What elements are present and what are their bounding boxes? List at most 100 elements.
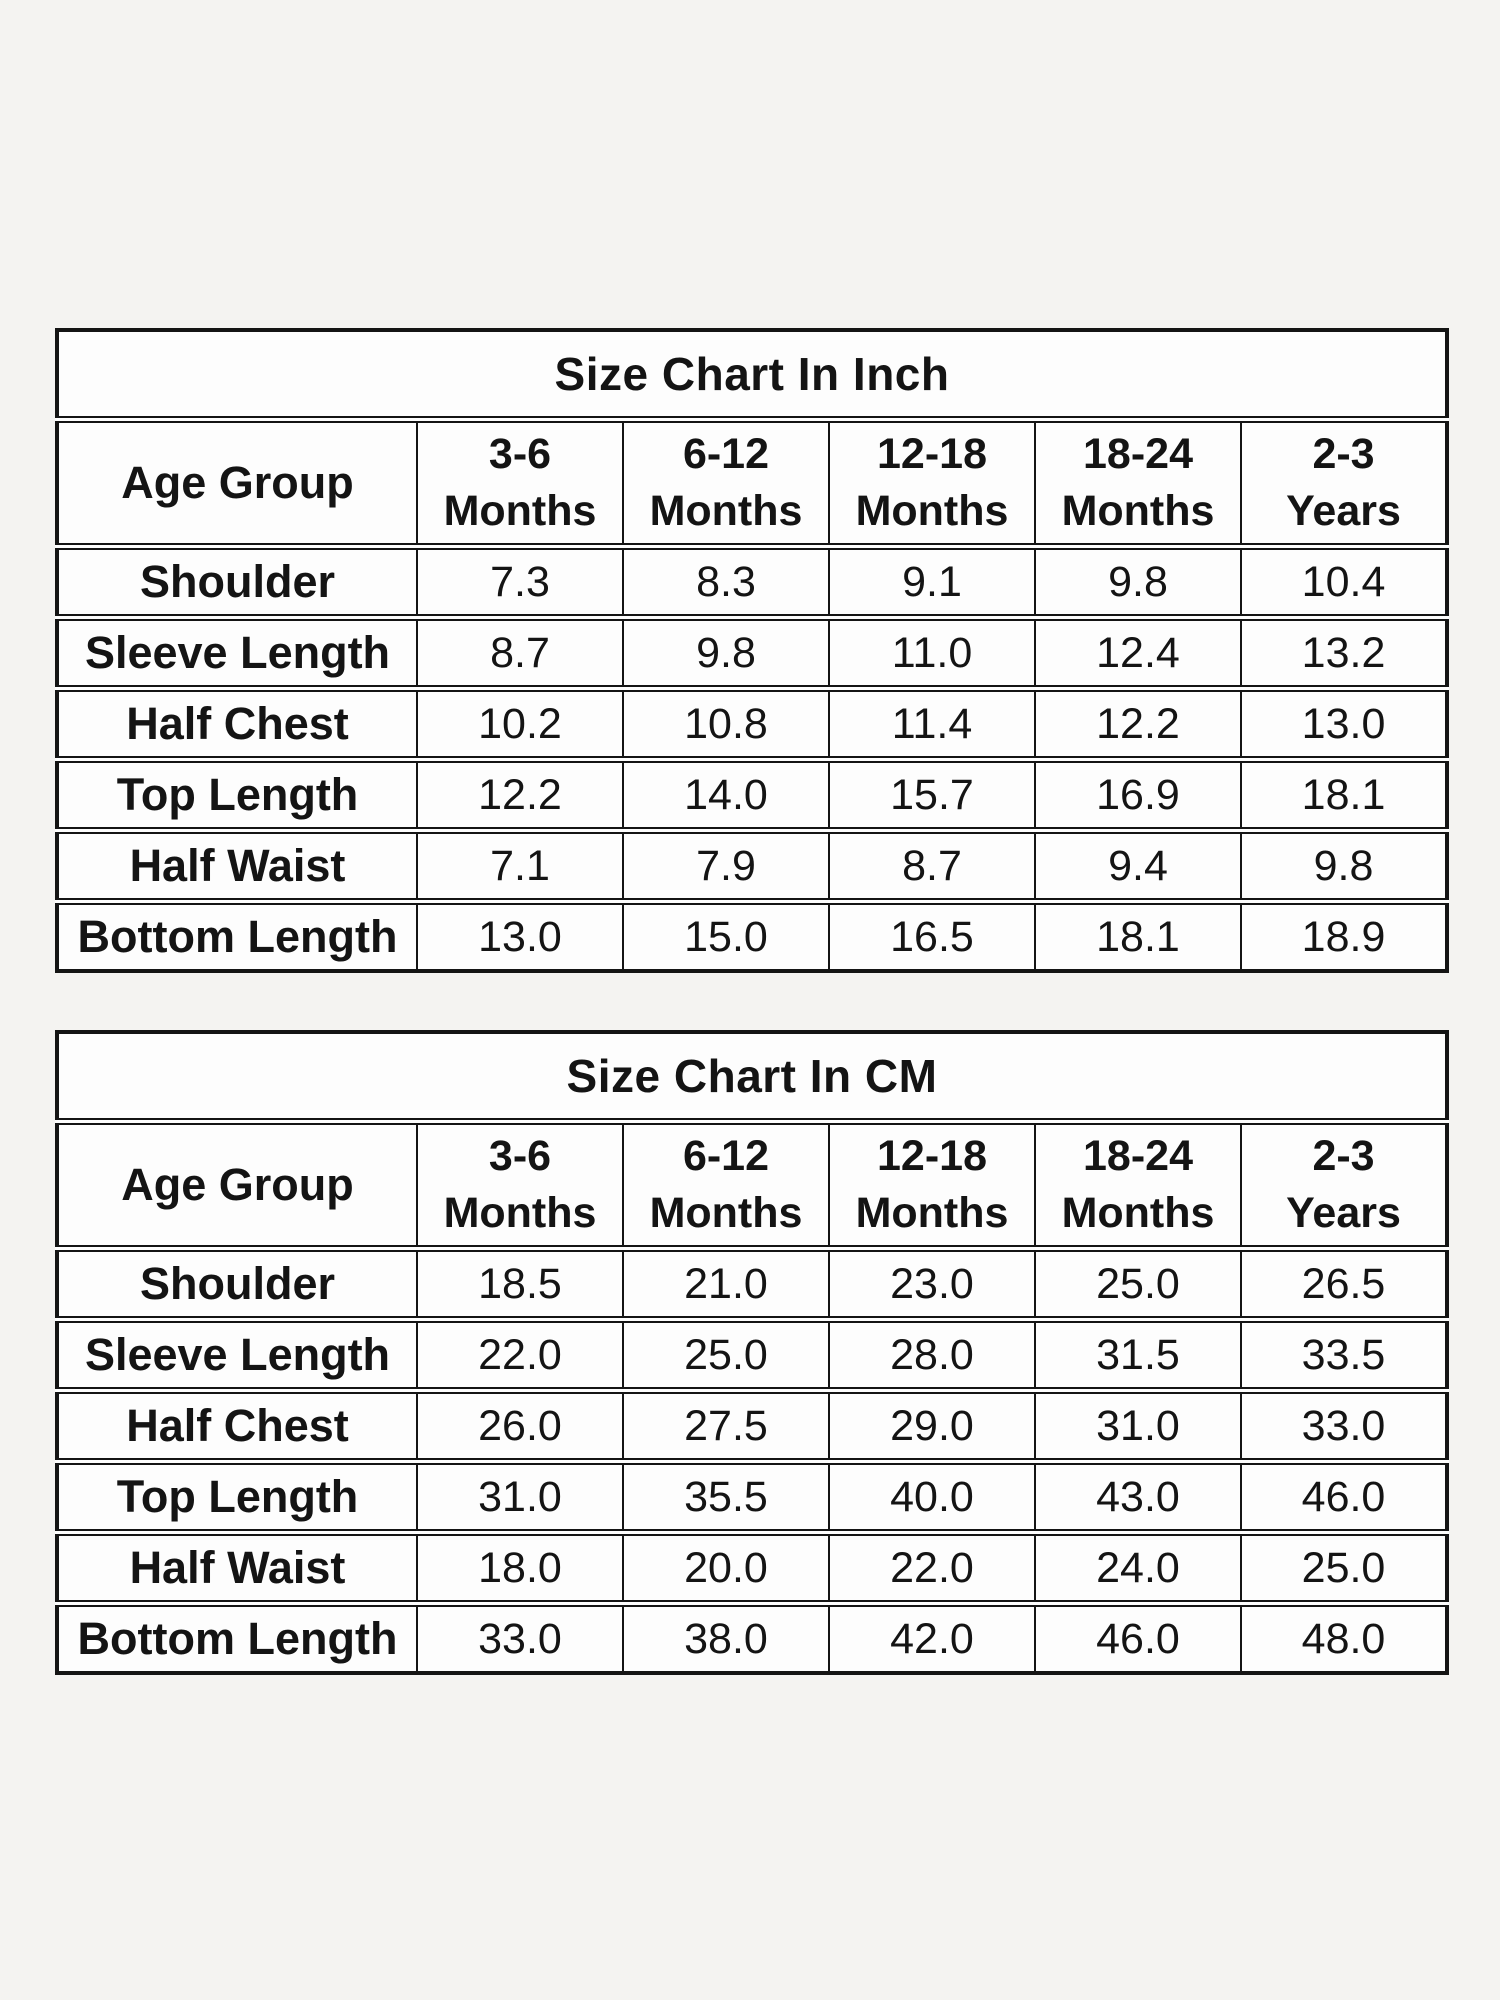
measurement-value: 16.9	[1034, 756, 1242, 831]
column-header: 12-18 Months	[828, 1118, 1036, 1249]
age-group-header: Age Group	[56, 1118, 418, 1249]
column-header: 12-18 Months	[828, 416, 1036, 547]
column-header: 3-6 Months	[416, 1118, 624, 1249]
measurement-value: 7.3	[416, 543, 624, 618]
measurement-value: 15.7	[828, 756, 1036, 831]
measurement-value: 11.4	[828, 685, 1036, 760]
measurement-value: 31.5	[1034, 1316, 1242, 1391]
column-header: 6-12 Months	[622, 1118, 830, 1249]
measurement-value: 29.0	[828, 1387, 1036, 1462]
measurement-label: Shoulder	[56, 543, 418, 618]
measurement-value: 46.0	[1239, 1458, 1449, 1533]
measurement-value: 8.7	[416, 614, 624, 689]
measurement-value: 33.0	[1239, 1387, 1449, 1462]
measurement-value: 14.0	[622, 756, 830, 831]
measurement-label: Half Chest	[56, 685, 418, 760]
measurement-value: 28.0	[828, 1316, 1036, 1391]
measurement-label: Top Length	[56, 1458, 418, 1533]
age-range: 12-18	[877, 1132, 987, 1180]
measurement-value: 18.1	[1034, 898, 1242, 971]
measurement-value: 11.0	[828, 614, 1036, 689]
age-unit: Months	[1061, 1189, 1215, 1237]
age-range: 2-3	[1312, 430, 1375, 478]
measurement-value: 26.5	[1239, 1245, 1449, 1320]
measurement-value: 35.5	[622, 1458, 830, 1533]
header-row: Age Group 3-6 Months 6-12 Months 12-18 M…	[56, 416, 1449, 547]
measurement-value: 31.0	[416, 1458, 624, 1533]
measurement-label: Top Length	[56, 756, 418, 831]
age-unit: Months	[855, 1189, 1009, 1237]
measurement-value: 8.3	[622, 543, 830, 618]
measurement-value: 24.0	[1034, 1529, 1242, 1604]
column-header: 3-6 Months	[416, 416, 624, 547]
age-unit: Years	[1286, 1189, 1401, 1237]
measurement-value: 18.5	[416, 1245, 624, 1320]
age-unit: Months	[649, 1189, 803, 1237]
age-range: 6-12	[682, 430, 770, 478]
table-row: Half Waist 18.0 20.0 22.0 24.0 25.0	[56, 1529, 1449, 1604]
measurement-value: 31.0	[1034, 1387, 1242, 1462]
measurement-value: 9.1	[828, 543, 1036, 618]
measurement-value: 13.0	[416, 898, 624, 971]
column-header: 18-24 Months	[1034, 416, 1242, 547]
table-title: Size Chart In Inch	[55, 330, 1449, 420]
measurement-value: 8.7	[828, 827, 1036, 902]
measurement-label: Shoulder	[56, 1245, 418, 1320]
measurement-value: 33.5	[1239, 1316, 1449, 1391]
measurement-value: 7.1	[416, 827, 624, 902]
table-row: Bottom Length 33.0 38.0 42.0 46.0 48.0	[56, 1600, 1449, 1673]
column-header: 18-24 Months	[1034, 1118, 1242, 1249]
measurement-value: 10.2	[416, 685, 624, 760]
measurement-value: 43.0	[1034, 1458, 1242, 1533]
measurement-label: Half Waist	[56, 827, 418, 902]
measurement-value: 46.0	[1034, 1600, 1242, 1673]
measurement-value: 13.0	[1239, 685, 1449, 760]
age-range: 3-6	[488, 1132, 552, 1180]
measurement-value: 9.8	[1034, 543, 1242, 618]
size-chart-cm-table: Size Chart In CM Age Group 3-6 Months 6-…	[55, 1030, 1450, 1675]
table-row: Half Waist 7.1 7.9 8.7 9.4 9.8	[56, 827, 1449, 902]
age-range: 18-24	[1083, 430, 1193, 478]
age-unit: Months	[1061, 487, 1215, 535]
title-row: Size Chart In CM	[55, 1032, 1449, 1122]
measurement-value: 12.2	[416, 756, 624, 831]
age-range: 3-6	[488, 430, 552, 478]
measurement-value: 38.0	[622, 1600, 830, 1673]
age-unit: Months	[649, 487, 803, 535]
table-row: Sleeve Length 8.7 9.8 11.0 12.4 13.2	[56, 614, 1449, 689]
age-range: 12-18	[877, 430, 987, 478]
column-header: 2-3 Years	[1239, 416, 1449, 547]
measurement-value: 40.0	[828, 1458, 1036, 1533]
age-unit: Months	[443, 487, 597, 535]
measurement-value: 25.0	[1239, 1529, 1449, 1604]
table-row: Top Length 12.2 14.0 15.7 16.9 18.1	[56, 756, 1449, 831]
table-row: Shoulder 18.5 21.0 23.0 25.0 26.5	[56, 1245, 1449, 1320]
measurement-label: Half Waist	[56, 1529, 418, 1604]
measurement-value: 22.0	[416, 1316, 624, 1391]
measurement-value: 13.2	[1239, 614, 1449, 689]
column-header: 2-3 Years	[1239, 1118, 1449, 1249]
measurement-value: 9.8	[1239, 827, 1449, 902]
measurement-value: 33.0	[416, 1600, 624, 1673]
table-row: Sleeve Length 22.0 25.0 28.0 31.5 33.5	[56, 1316, 1449, 1391]
measurement-value: 22.0	[828, 1529, 1036, 1604]
age-range: 18-24	[1083, 1132, 1193, 1180]
table-row: Top Length 31.0 35.5 40.0 43.0 46.0	[56, 1458, 1449, 1533]
measurement-value: 21.0	[622, 1245, 830, 1320]
measurement-value: 20.0	[622, 1529, 830, 1604]
measurement-value: 48.0	[1239, 1600, 1449, 1673]
measurement-label: Sleeve Length	[56, 614, 418, 689]
measurement-value: 18.0	[416, 1529, 624, 1604]
measurement-value: 16.5	[828, 898, 1036, 971]
age-unit: Months	[855, 487, 1009, 535]
measurement-value: 10.4	[1239, 543, 1449, 618]
age-range: 6-12	[682, 1132, 770, 1180]
measurement-value: 25.0	[622, 1316, 830, 1391]
age-unit: Years	[1286, 487, 1401, 535]
measurement-value: 18.1	[1239, 756, 1449, 831]
measurement-label: Half Chest	[56, 1387, 418, 1462]
measurement-value: 15.0	[622, 898, 830, 971]
measurement-label: Bottom Length	[56, 1600, 418, 1673]
measurement-value: 26.0	[416, 1387, 624, 1462]
table-row: Half Chest 26.0 27.5 29.0 31.0 33.0	[56, 1387, 1449, 1462]
